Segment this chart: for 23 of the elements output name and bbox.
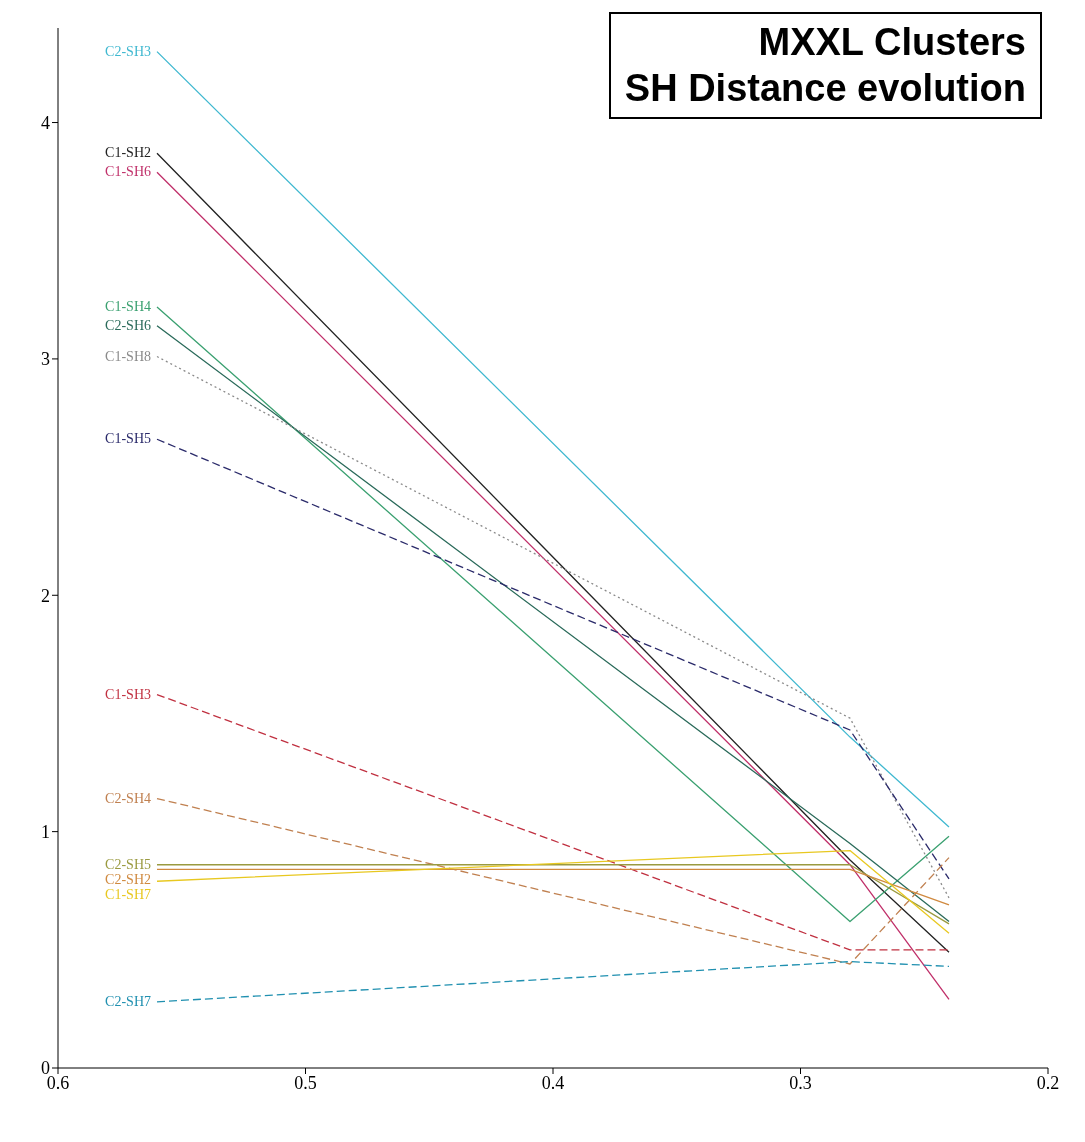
y-tick-label: 2 bbox=[41, 585, 50, 606]
x-tick-label: 0.2 bbox=[1036, 1072, 1060, 1093]
series-label: C2-SH3 bbox=[105, 43, 151, 59]
series-label: C1-SH3 bbox=[105, 686, 151, 702]
x-tick-label: 0.5 bbox=[294, 1072, 317, 1093]
x-tick-label: 0.3 bbox=[789, 1072, 812, 1093]
series-label: C2-SH7 bbox=[105, 993, 151, 1009]
series-label: C1-SH2 bbox=[105, 145, 151, 161]
series-label: C1-SH5 bbox=[105, 431, 151, 447]
series-label: C1-SH4 bbox=[105, 298, 151, 314]
y-tick-label: 3 bbox=[41, 349, 50, 370]
series-label: C1-SH8 bbox=[105, 348, 151, 364]
text: SH Distance evolution bbox=[624, 65, 1026, 111]
series-label: C2-SH4 bbox=[105, 790, 151, 806]
series-label: C2-SH5 bbox=[105, 856, 151, 872]
x-tick-label: 0.4 bbox=[541, 1072, 565, 1093]
series-label: C1-SH6 bbox=[105, 164, 151, 180]
series-label: C2-SH2 bbox=[105, 871, 151, 887]
series-label: C2-SH6 bbox=[105, 317, 151, 333]
y-tick-label: 1 bbox=[41, 822, 50, 843]
y-tick-label: 4 bbox=[41, 112, 50, 133]
chart-title: MXXL Clusters bbox=[757, 20, 1026, 65]
series-label: C1-SH7 bbox=[105, 886, 151, 902]
